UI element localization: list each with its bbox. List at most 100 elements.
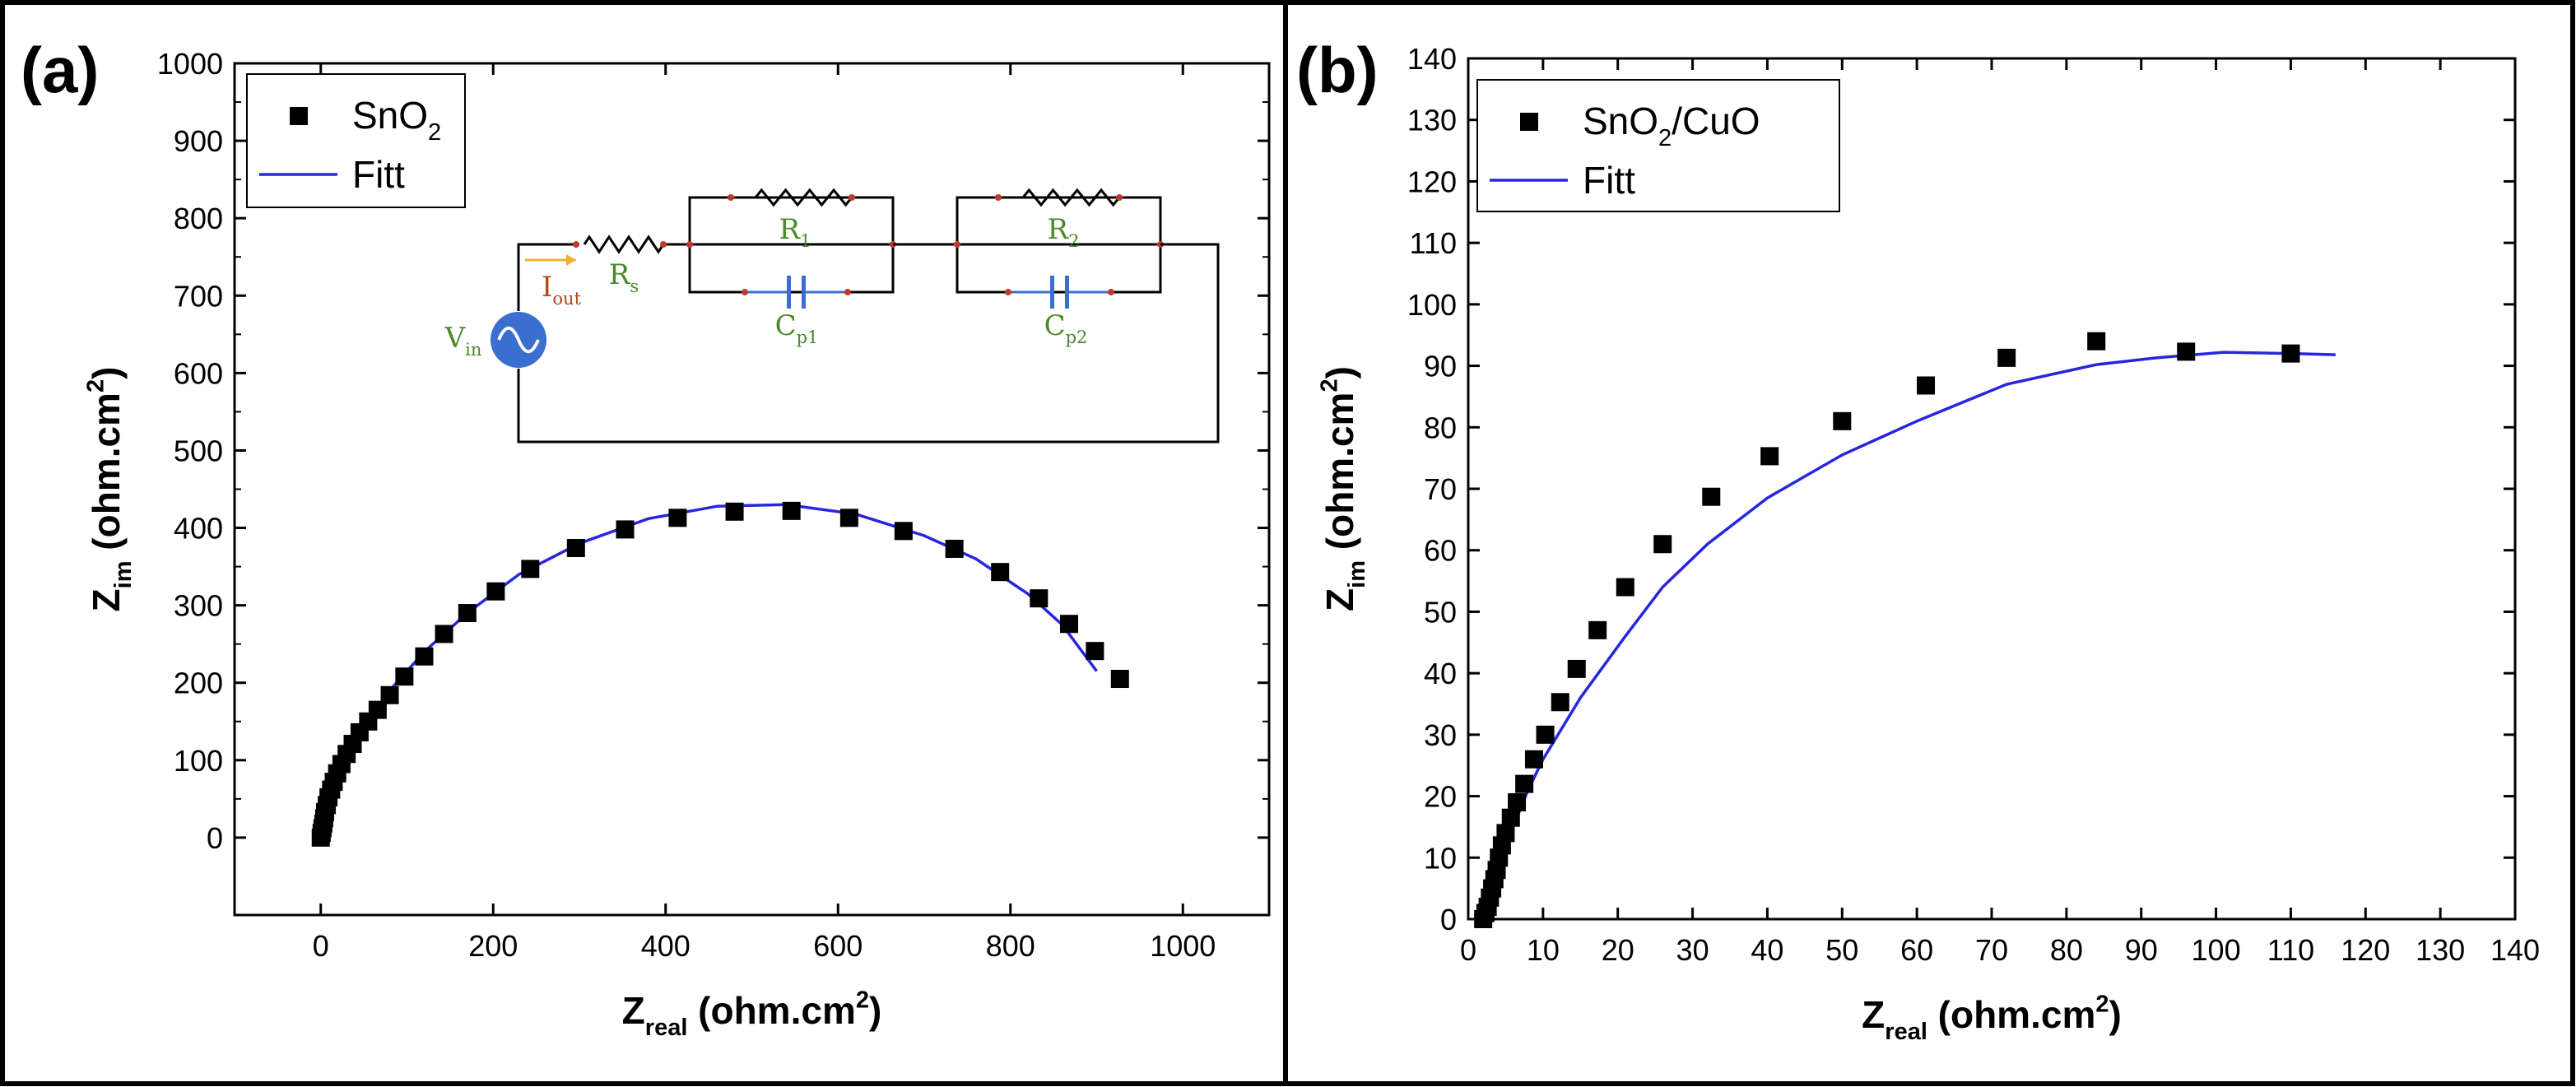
chart-b: 0 10 20 30 40 50 60 70 80 90 100 110 120 130 140 0 10 20 3…	[1296, 34, 2540, 1045]
circuit-wire	[688, 244, 895, 294]
legend-line-label-part: Fitt	[352, 153, 405, 196]
y-tick-label-part: 90	[1424, 350, 1457, 383]
x-axis-title-part: real	[1885, 1019, 1927, 1045]
panel-b-frame	[1283, 0, 2575, 1086]
data-point	[1059, 615, 1078, 634]
y-tick-label: 80	[1424, 411, 1457, 444]
current-arrow-head	[566, 254, 576, 266]
x-tick-label: 130	[2416, 933, 2465, 967]
data-point	[1760, 447, 1779, 466]
x-tick-label-part: 80	[2050, 933, 2083, 967]
data-point	[2177, 342, 2196, 361]
x-tick-label: 120	[2341, 933, 2390, 967]
label-cp2: Cp2	[1044, 309, 1088, 347]
label-vin-part: in	[465, 340, 481, 360]
label-iout-part: out	[552, 289, 581, 309]
y-tick-label-part: 60	[1424, 534, 1457, 568]
label-r2-part: R	[1048, 213, 1070, 246]
legend-line-label-part: Fitt	[1583, 159, 1635, 202]
data-point	[1524, 750, 1543, 769]
data-point	[839, 509, 858, 527]
x-tick-label-part: 90	[2125, 933, 2158, 967]
x-tick-label: 10	[1527, 933, 1560, 967]
label-rs-part: R	[609, 258, 631, 291]
y-tick-label: 300	[174, 589, 223, 623]
panel-label: (b)	[1296, 34, 1379, 106]
x-tick-label: 200	[468, 929, 518, 963]
y-tick-label-part: 30	[1424, 718, 1457, 752]
resistor-r1	[754, 188, 853, 207]
x-axis-title: Zreal (ohm.cm2)	[1862, 992, 2122, 1045]
y-tick-label-part: 10	[1424, 841, 1457, 875]
x-tick-label-part: 10	[1527, 933, 1560, 967]
circuit-node	[844, 289, 851, 295]
legend-line-label: Fitt	[1583, 159, 1635, 202]
data-point	[415, 647, 434, 666]
x-tick-label-part: 50	[1825, 933, 1858, 967]
circuit-node	[995, 194, 1002, 201]
y-axis-title-part: Z	[85, 588, 128, 611]
data-point	[1616, 578, 1634, 597]
legend-marker	[1520, 113, 1538, 131]
legend-box	[246, 73, 466, 208]
y-tick-label-part: 120	[1407, 165, 1457, 198]
x-tick-label-part: 100	[2192, 933, 2241, 967]
x-axis-title-part: )	[2109, 993, 2122, 1036]
data-point	[1110, 670, 1129, 689]
y-tick-label-part: 0	[207, 821, 223, 855]
y-tick-label: 90	[1424, 350, 1457, 383]
label-vin-part: V	[444, 322, 467, 355]
y-tick-label: 1000	[157, 47, 223, 81]
y-tick-label-part: 900	[174, 124, 223, 158]
y-axis-title-part: im	[110, 560, 137, 588]
y-tick-label: 100	[1407, 288, 1457, 322]
circuit-node	[1005, 289, 1011, 295]
circuit-wire	[956, 196, 1162, 246]
data-point	[1997, 348, 2016, 367]
data-point	[1702, 487, 1721, 506]
ac-wave-icon	[497, 326, 540, 354]
label-r1: R1	[779, 213, 811, 251]
y-tick-label: 130	[1407, 104, 1457, 137]
y-tick-label-part: 130	[1407, 104, 1457, 137]
data-point	[1496, 824, 1515, 843]
circuit-node	[660, 241, 667, 248]
y-tick-label: 50	[1424, 595, 1457, 629]
data-point	[380, 685, 399, 704]
legend-marker-label-part: 2	[1658, 125, 1672, 151]
data-point	[1501, 808, 1520, 827]
y-axis-title: Zim (ohm.cm2)	[1317, 366, 1370, 611]
circuit-node	[573, 241, 579, 248]
x-axis-title-part: )	[869, 989, 881, 1032]
y-axis-title-part: )	[1318, 366, 1361, 379]
circuit-wire	[517, 243, 576, 311]
y-axis-title-part: 2	[1317, 379, 1343, 392]
x-tick-label-part: 0	[1460, 933, 1476, 967]
x-tick-label-part: 130	[2416, 933, 2465, 967]
label-iout: Iout	[542, 271, 582, 309]
y-tick-label: 0	[207, 821, 223, 855]
label-cp1-part: p1	[797, 327, 819, 347]
x-axis-title-part: (ohm.cm	[687, 989, 855, 1032]
data-point	[2281, 344, 2300, 363]
x-axis-title-part: Z	[622, 989, 645, 1032]
x-tick-label-part: 800	[986, 929, 1035, 963]
circuit-node	[728, 194, 734, 201]
y-tick-label-part: 600	[174, 356, 223, 390]
label-vin: Vin	[444, 322, 482, 360]
circuit-node	[1116, 194, 1123, 201]
x-tick-label: 1000	[1150, 929, 1216, 963]
x-tick-label-part: 600	[813, 929, 863, 963]
fit-line	[1480, 351, 2336, 920]
circuit-wire	[688, 196, 895, 246]
data-point	[1508, 793, 1527, 812]
label-r2-part: 2	[1068, 231, 1079, 251]
y-tick-label-part: 110	[1410, 226, 1457, 260]
label-r1-part: R	[779, 213, 802, 246]
y-tick-label: 800	[174, 202, 223, 235]
data-point	[1653, 535, 1672, 554]
circuit-node	[742, 289, 748, 295]
y-tick-label-part: 700	[174, 279, 223, 313]
x-axis-title-part: 2	[856, 987, 869, 1014]
